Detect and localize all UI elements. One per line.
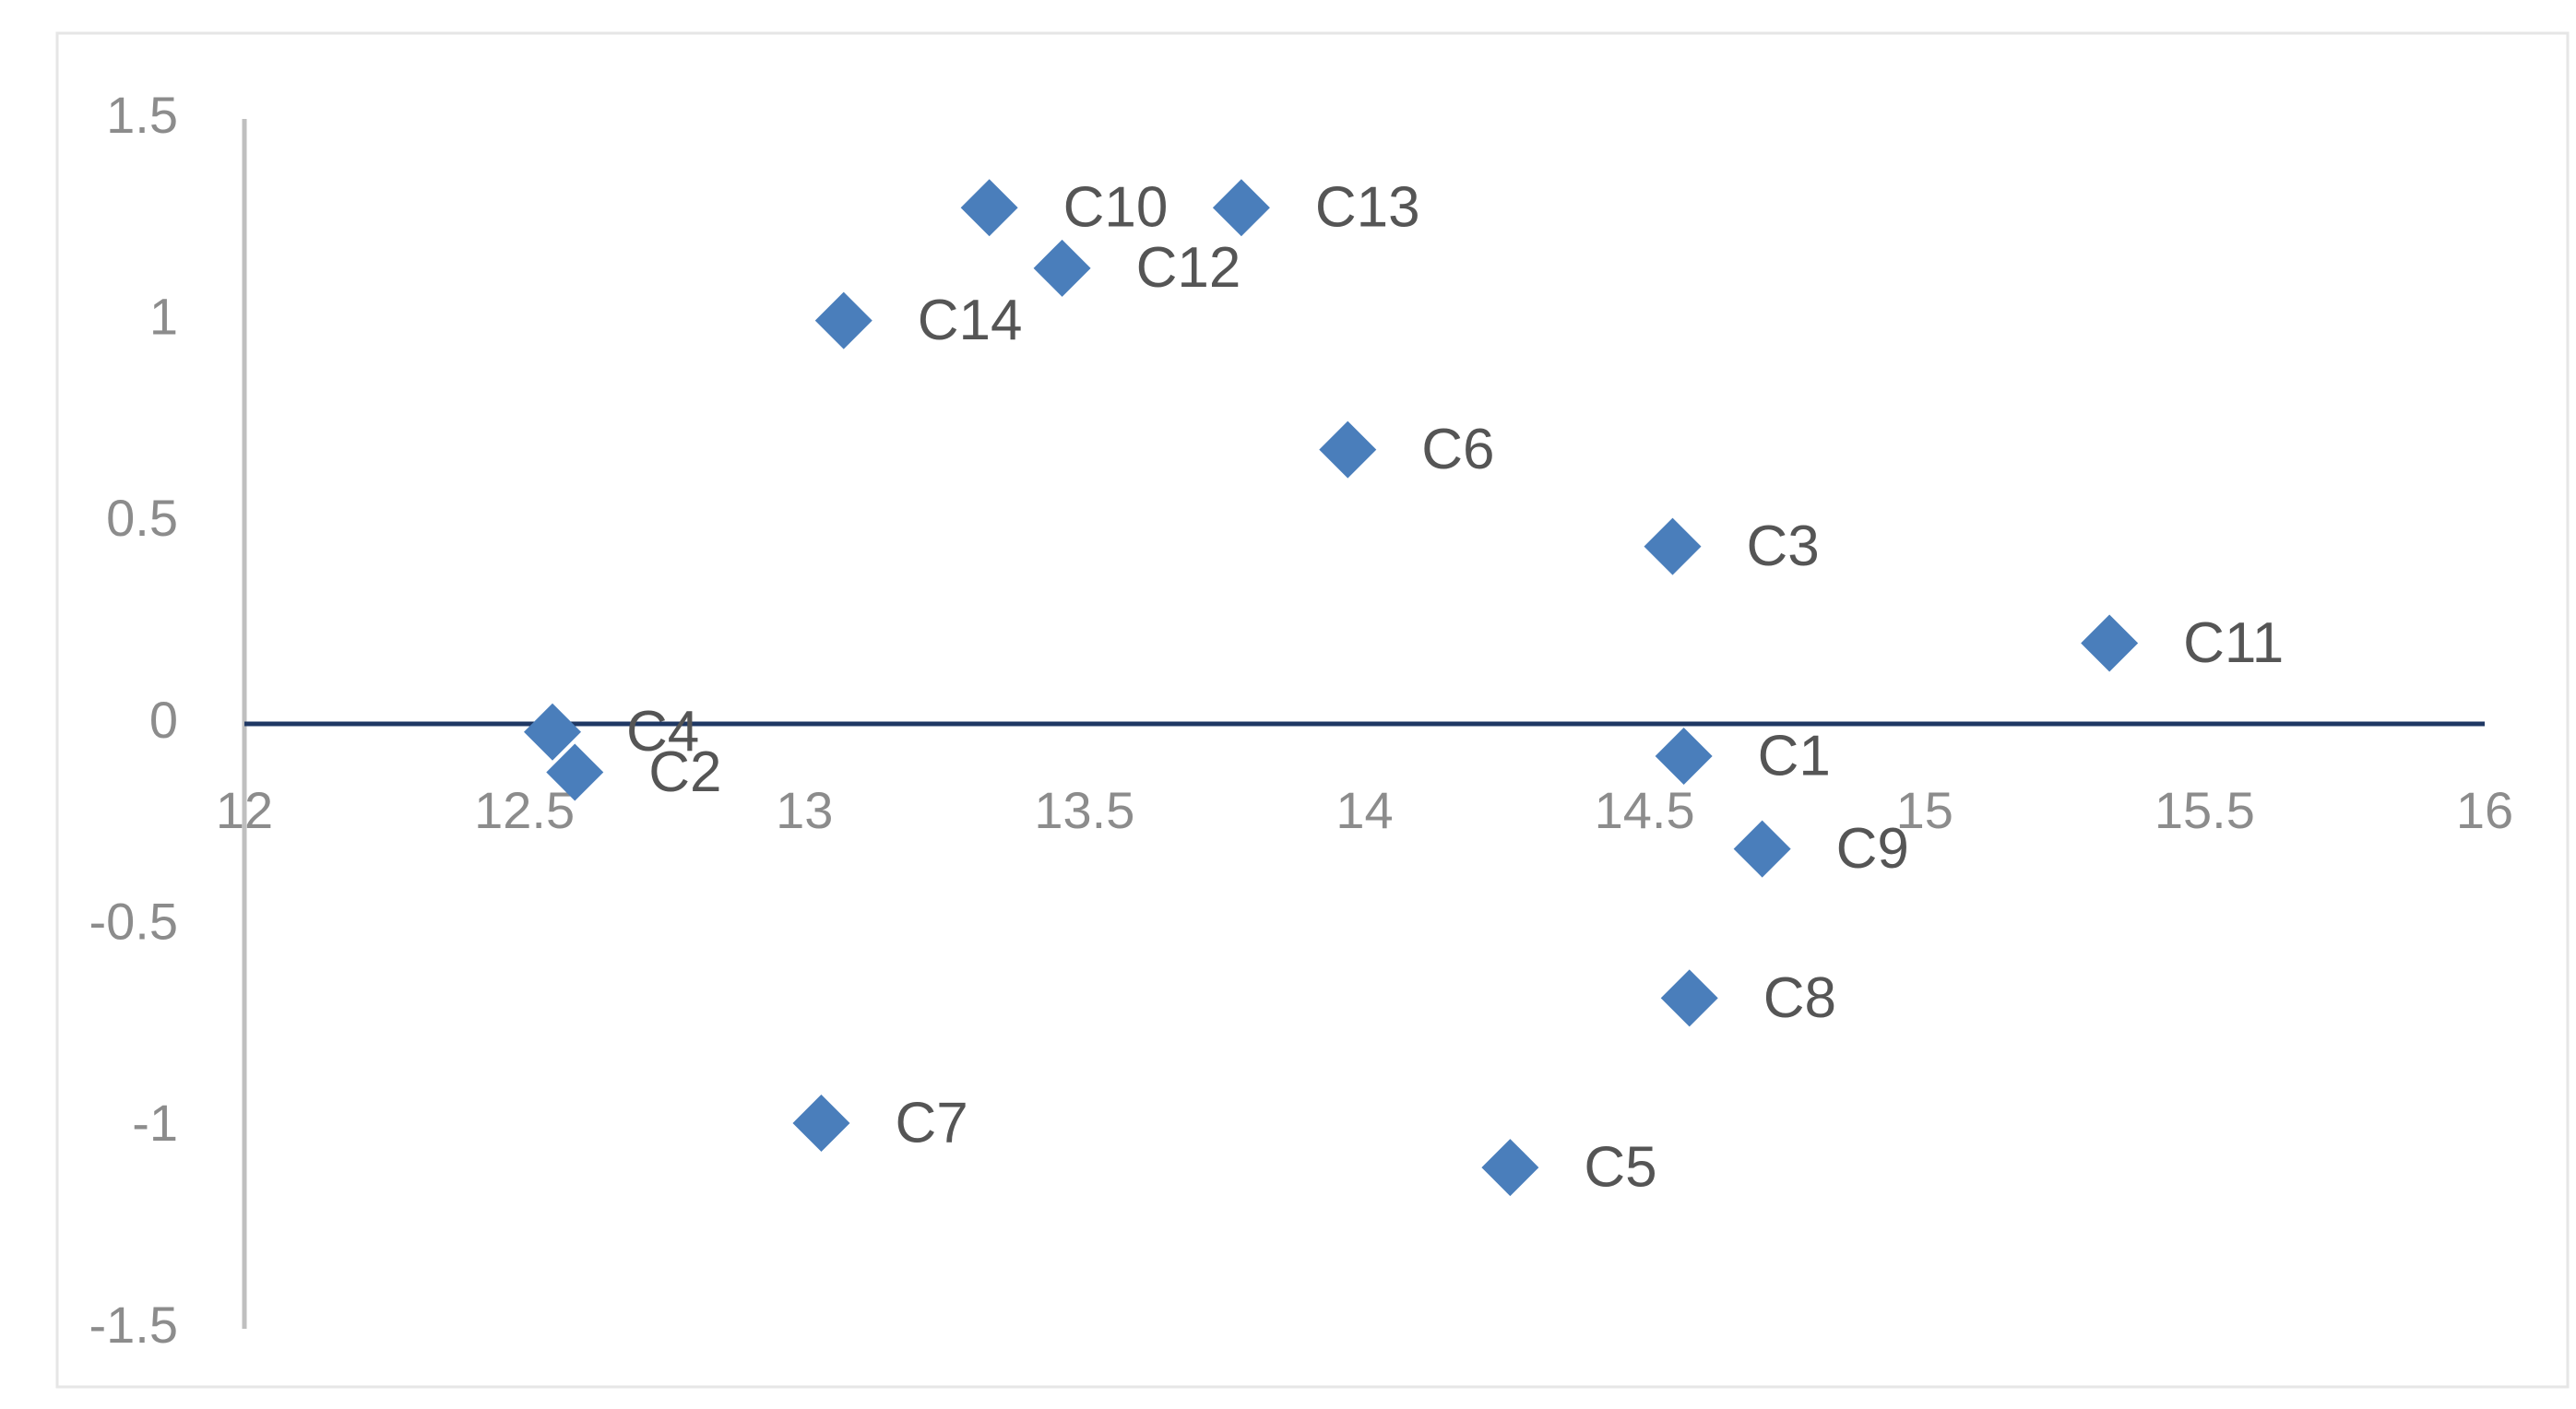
point bbox=[1733, 820, 1791, 878]
point-label: C6 bbox=[1421, 418, 1494, 481]
point bbox=[523, 703, 581, 761]
point bbox=[792, 1094, 850, 1152]
y-tick-label: 0.5 bbox=[106, 489, 178, 547]
point-label: C13 bbox=[1315, 176, 1420, 240]
x-tick-label: 12 bbox=[216, 781, 273, 839]
point-label: C12 bbox=[1136, 236, 1241, 300]
point-label: C5 bbox=[1584, 1135, 1656, 1199]
y-tick-label: -1.5 bbox=[89, 1296, 179, 1354]
point bbox=[2081, 614, 2139, 672]
point-label: C1 bbox=[1758, 724, 1831, 787]
x-tick-label: 14.5 bbox=[1595, 781, 1695, 839]
x-tick-label: 13.5 bbox=[1034, 781, 1134, 839]
x-tick-label: 16 bbox=[2456, 781, 2513, 839]
point-label: C7 bbox=[895, 1091, 967, 1154]
y-tick-label: -1 bbox=[132, 1094, 178, 1152]
point bbox=[814, 291, 873, 349]
point-label: C10 bbox=[1063, 176, 1169, 240]
point-label: C9 bbox=[1836, 817, 1909, 881]
chart-area bbox=[55, 31, 2570, 1389]
point-label: C2 bbox=[648, 740, 721, 804]
point-label: C4 bbox=[626, 700, 699, 764]
point-label: C11 bbox=[2183, 611, 2284, 675]
y-tick-label: -0.5 bbox=[89, 892, 179, 950]
x-tick-label: 12.5 bbox=[474, 781, 575, 839]
point bbox=[1644, 517, 1702, 575]
point bbox=[1660, 969, 1718, 1027]
y-tick-label: 1 bbox=[149, 287, 178, 345]
point bbox=[1481, 1139, 1539, 1197]
x-tick-label: 13 bbox=[776, 781, 833, 839]
x-tick-label: 14 bbox=[1335, 781, 1393, 839]
point bbox=[546, 743, 604, 801]
point-label: C3 bbox=[1746, 515, 1819, 578]
point bbox=[1319, 420, 1377, 479]
point bbox=[1655, 727, 1713, 785]
point bbox=[1033, 239, 1091, 297]
y-tick-label: 1.5 bbox=[106, 86, 178, 144]
x-tick-label: 15 bbox=[1896, 781, 1953, 839]
point bbox=[1212, 179, 1270, 237]
point-label: C8 bbox=[1763, 966, 1836, 1030]
point bbox=[960, 179, 1018, 237]
point-label: C14 bbox=[918, 289, 1023, 352]
y-tick-label: 0 bbox=[149, 691, 178, 749]
x-tick-label: 15.5 bbox=[2155, 781, 2255, 839]
